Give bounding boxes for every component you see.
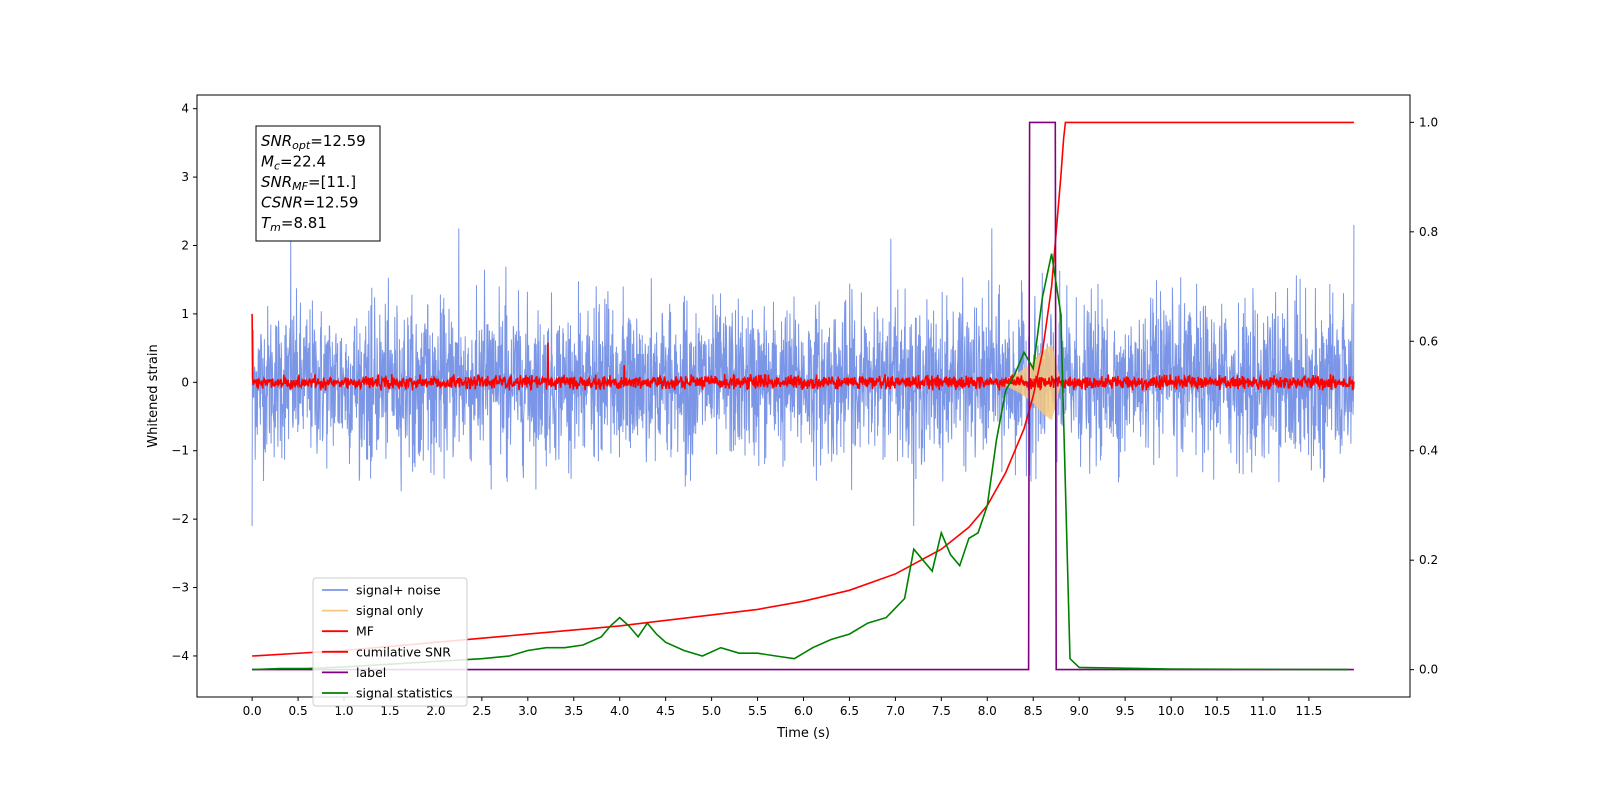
y-tick-label: −2 [171, 512, 189, 526]
ticks-layer: 0.0 0.5 1.0 1.5 2.0 2.5 3.0 3.5 4.0 4.5 5.0 5.5 6.0 6… [171, 102, 1438, 718]
y-axis-label: Whitened strain [146, 344, 161, 447]
x-tick-label: 8.0 [978, 704, 997, 718]
y-tick-label: 4 [181, 102, 189, 116]
x-tick-label: 10.5 [1204, 704, 1231, 718]
annotation-line: Mc=22.4 [261, 153, 326, 173]
annotation-frame [255, 125, 381, 242]
series-label [252, 121, 1354, 671]
x-tick-label: 2.0 [426, 704, 445, 718]
y-tick-label: −4 [171, 649, 189, 663]
y2-tick-label: 1.0 [1419, 115, 1438, 129]
y-tick-label: 3 [181, 170, 189, 184]
annotation-line: Tm=8.81 [261, 214, 327, 234]
legend-label-cumilative-snr: cumilative SNR [356, 644, 451, 659]
x-tick-label: 3.0 [518, 704, 537, 718]
x-tick-label: 6.0 [794, 704, 813, 718]
x-tick-label: 5.0 [702, 704, 721, 718]
annotation-line: SNRMF=[11.] [261, 173, 356, 193]
y2-tick-label: 0.8 [1419, 225, 1438, 239]
x-tick-label: 4.0 [610, 704, 629, 718]
y2-tick-label: 0.4 [1419, 444, 1438, 458]
annotation-line: SNRopt=12.59 [261, 132, 366, 152]
x-tick-label: 2.5 [472, 704, 491, 718]
x-tick-label: 10.0 [1158, 704, 1185, 718]
x-tick-label: 8.5 [1024, 704, 1043, 718]
x-tick-label: 3.5 [564, 704, 583, 718]
y-tick-label: −3 [171, 581, 189, 595]
annotation-line: CSNR=12.59 [261, 194, 358, 212]
series-mf [251, 313, 1355, 392]
legend: signal+ noise signal only MF cumilative SNR… [312, 577, 468, 707]
y-tick-label: 1 [181, 307, 189, 321]
x-tick-label: 0.0 [243, 704, 262, 718]
legend-label-mf: MF [356, 624, 374, 639]
x-tick-label: 11.0 [1250, 704, 1277, 718]
y2-tick-label: 0.6 [1419, 334, 1438, 348]
x-tick-label: 1.0 [334, 704, 353, 718]
legend-label-signal-statistics: signal statistics [356, 686, 453, 701]
series-signal-noise [251, 224, 1355, 527]
y2-tick-label: 0.0 [1419, 663, 1438, 677]
x-tick-label: 9.0 [1070, 704, 1089, 718]
x-tick-label: 11.5 [1296, 704, 1323, 718]
y-tick-label: −1 [171, 444, 189, 458]
y-tick-label: 2 [181, 239, 189, 253]
x-tick-label: 1.5 [380, 704, 399, 718]
series-signal-statistics [252, 253, 1349, 671]
legend-label-signal-only: signal only [356, 603, 424, 618]
legend-label-label: label [356, 665, 386, 680]
x-tick-label: 7.5 [932, 704, 951, 718]
x-tick-label: 7.0 [886, 704, 905, 718]
legend-frame [312, 577, 468, 707]
series-cumilative-snr [252, 121, 1354, 657]
x-tick-label: 4.5 [656, 704, 675, 718]
legend-label-signal-noise: signal+ noise [356, 583, 441, 598]
x-tick-label: 9.5 [1116, 704, 1135, 718]
y-tick-label: 0 [181, 375, 189, 389]
x-tick-label: 0.5 [289, 704, 308, 718]
annotation-box: SNRopt=12.59Mc=22.4SNRMF=[11.]CSNR=12.59… [255, 125, 381, 242]
series-layer [251, 121, 1355, 671]
x-axis-label: Time (s) [776, 726, 830, 741]
x-tick-label: 5.5 [748, 704, 767, 718]
x-tick-label: 6.5 [840, 704, 859, 718]
y2-tick-label: 0.2 [1419, 553, 1438, 567]
